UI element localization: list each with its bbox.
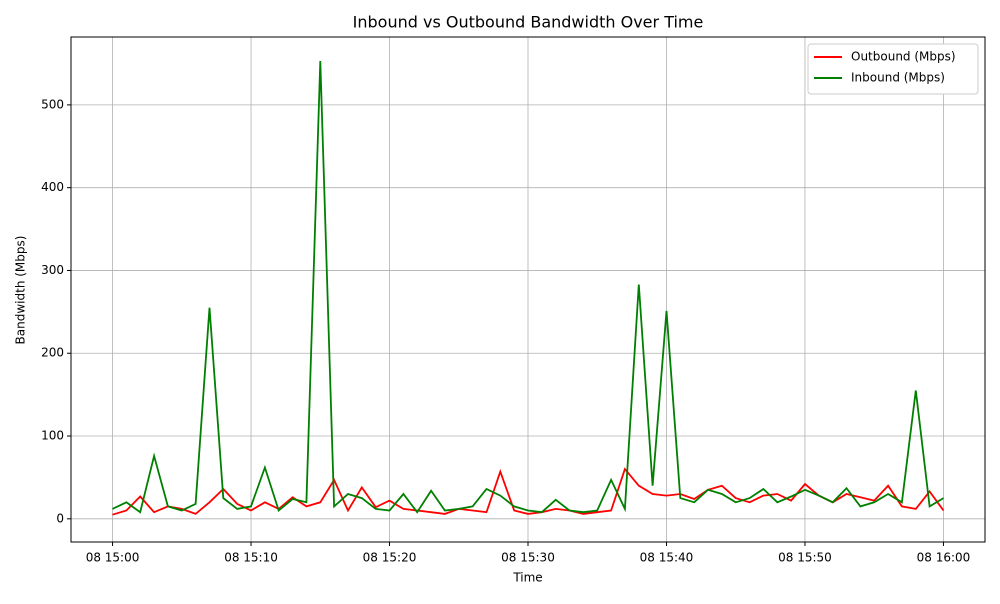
plot-frame: [70, 36, 986, 543]
series-line: [112, 60, 944, 514]
legend-label: Outbound (Mbps): [851, 50, 956, 64]
x-tick-label: 08 15:00: [86, 551, 140, 565]
x-tick-label: 08 16:00: [917, 551, 971, 565]
y-axis-label: Bandwidth (Mbps): [14, 236, 28, 345]
x-tick-label: 08 15:50: [778, 551, 832, 565]
x-tick-label: 08 15:20: [363, 551, 417, 565]
y-tick-label: 300: [41, 263, 64, 277]
y-tick-label: 200: [41, 346, 64, 360]
y-tick-label: 500: [41, 97, 64, 111]
series-line: [112, 467, 945, 516]
x-tick-label: 08 15:30: [501, 551, 555, 565]
x-tick-label: 08 15:10: [224, 551, 278, 565]
legend: Outbound (Mbps) Inbound (Mbps): [807, 43, 979, 95]
legend-box: [807, 43, 979, 95]
y-tick-label: 100: [41, 429, 64, 443]
legend-label: Inbound (Mbps): [851, 71, 945, 85]
y-tick-label: 0: [56, 511, 64, 525]
x-axis-label: Time: [512, 571, 542, 585]
y-tick-label: 400: [41, 180, 64, 194]
x-tick-label: 08 15:40: [640, 551, 694, 565]
chart-title: Inbound vs Outbound Bandwidth Over Time: [353, 13, 704, 32]
